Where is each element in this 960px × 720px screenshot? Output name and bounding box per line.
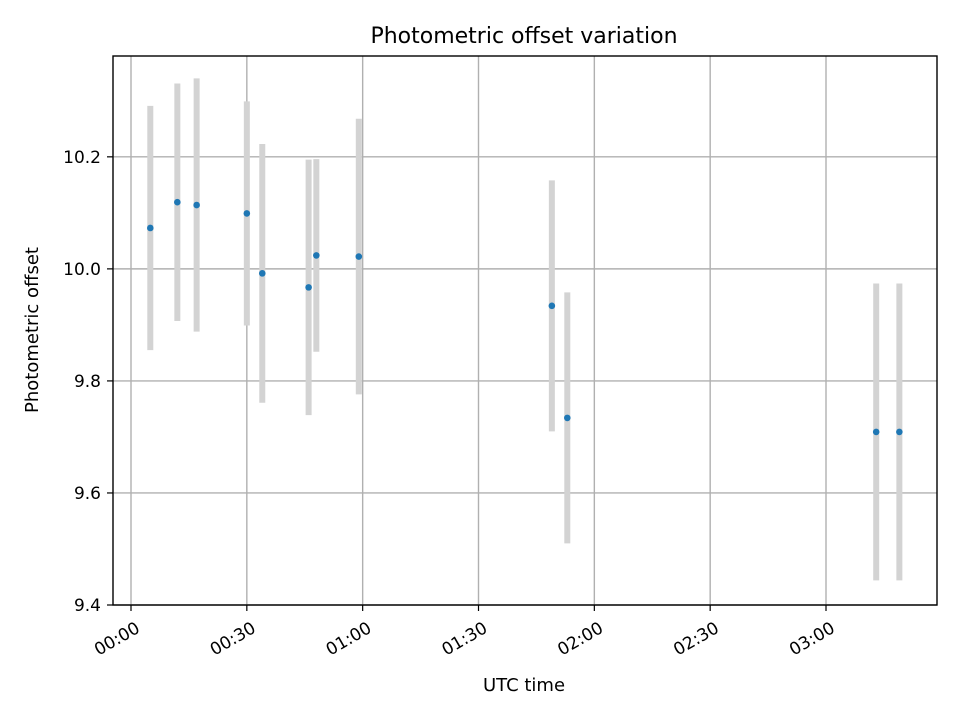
data-point [243,210,251,217]
data-point [174,198,181,206]
grid-layer [113,56,937,606]
chart-title: Photometric offset variation [370,24,677,49]
x-axis-label: UTC time [483,675,565,696]
y-tick-label: 9.8 [74,372,101,392]
x-tick-label: 00:30 [207,618,259,660]
data-point [896,428,903,436]
errorbar-layer [147,78,903,581]
x-tick-label: 00:00 [91,618,143,660]
data-point [355,253,363,260]
data-point [193,201,200,209]
y-tick-label: 9.4 [74,596,101,616]
x-tick-label: 03:00 [786,618,838,660]
data-point [872,428,880,436]
x-tick-label: 01:30 [439,618,491,660]
data-point [548,302,556,310]
y-tick-label: 9.6 [74,484,101,504]
data-point [313,252,320,259]
y-tick-label: 10.0 [63,260,101,280]
data-point [147,224,154,232]
point-layer [147,198,903,436]
plot-frame [112,55,938,606]
x-tick-label: 02:30 [670,618,722,660]
data-point [305,284,312,291]
data-point [564,414,571,422]
y-tick-label: 10.2 [63,148,101,168]
y-axis-label: Photometric offset [22,247,43,413]
data-point [258,270,266,277]
x-tick-label: 02:00 [554,618,606,660]
x-tick-label: 01:00 [323,618,375,660]
